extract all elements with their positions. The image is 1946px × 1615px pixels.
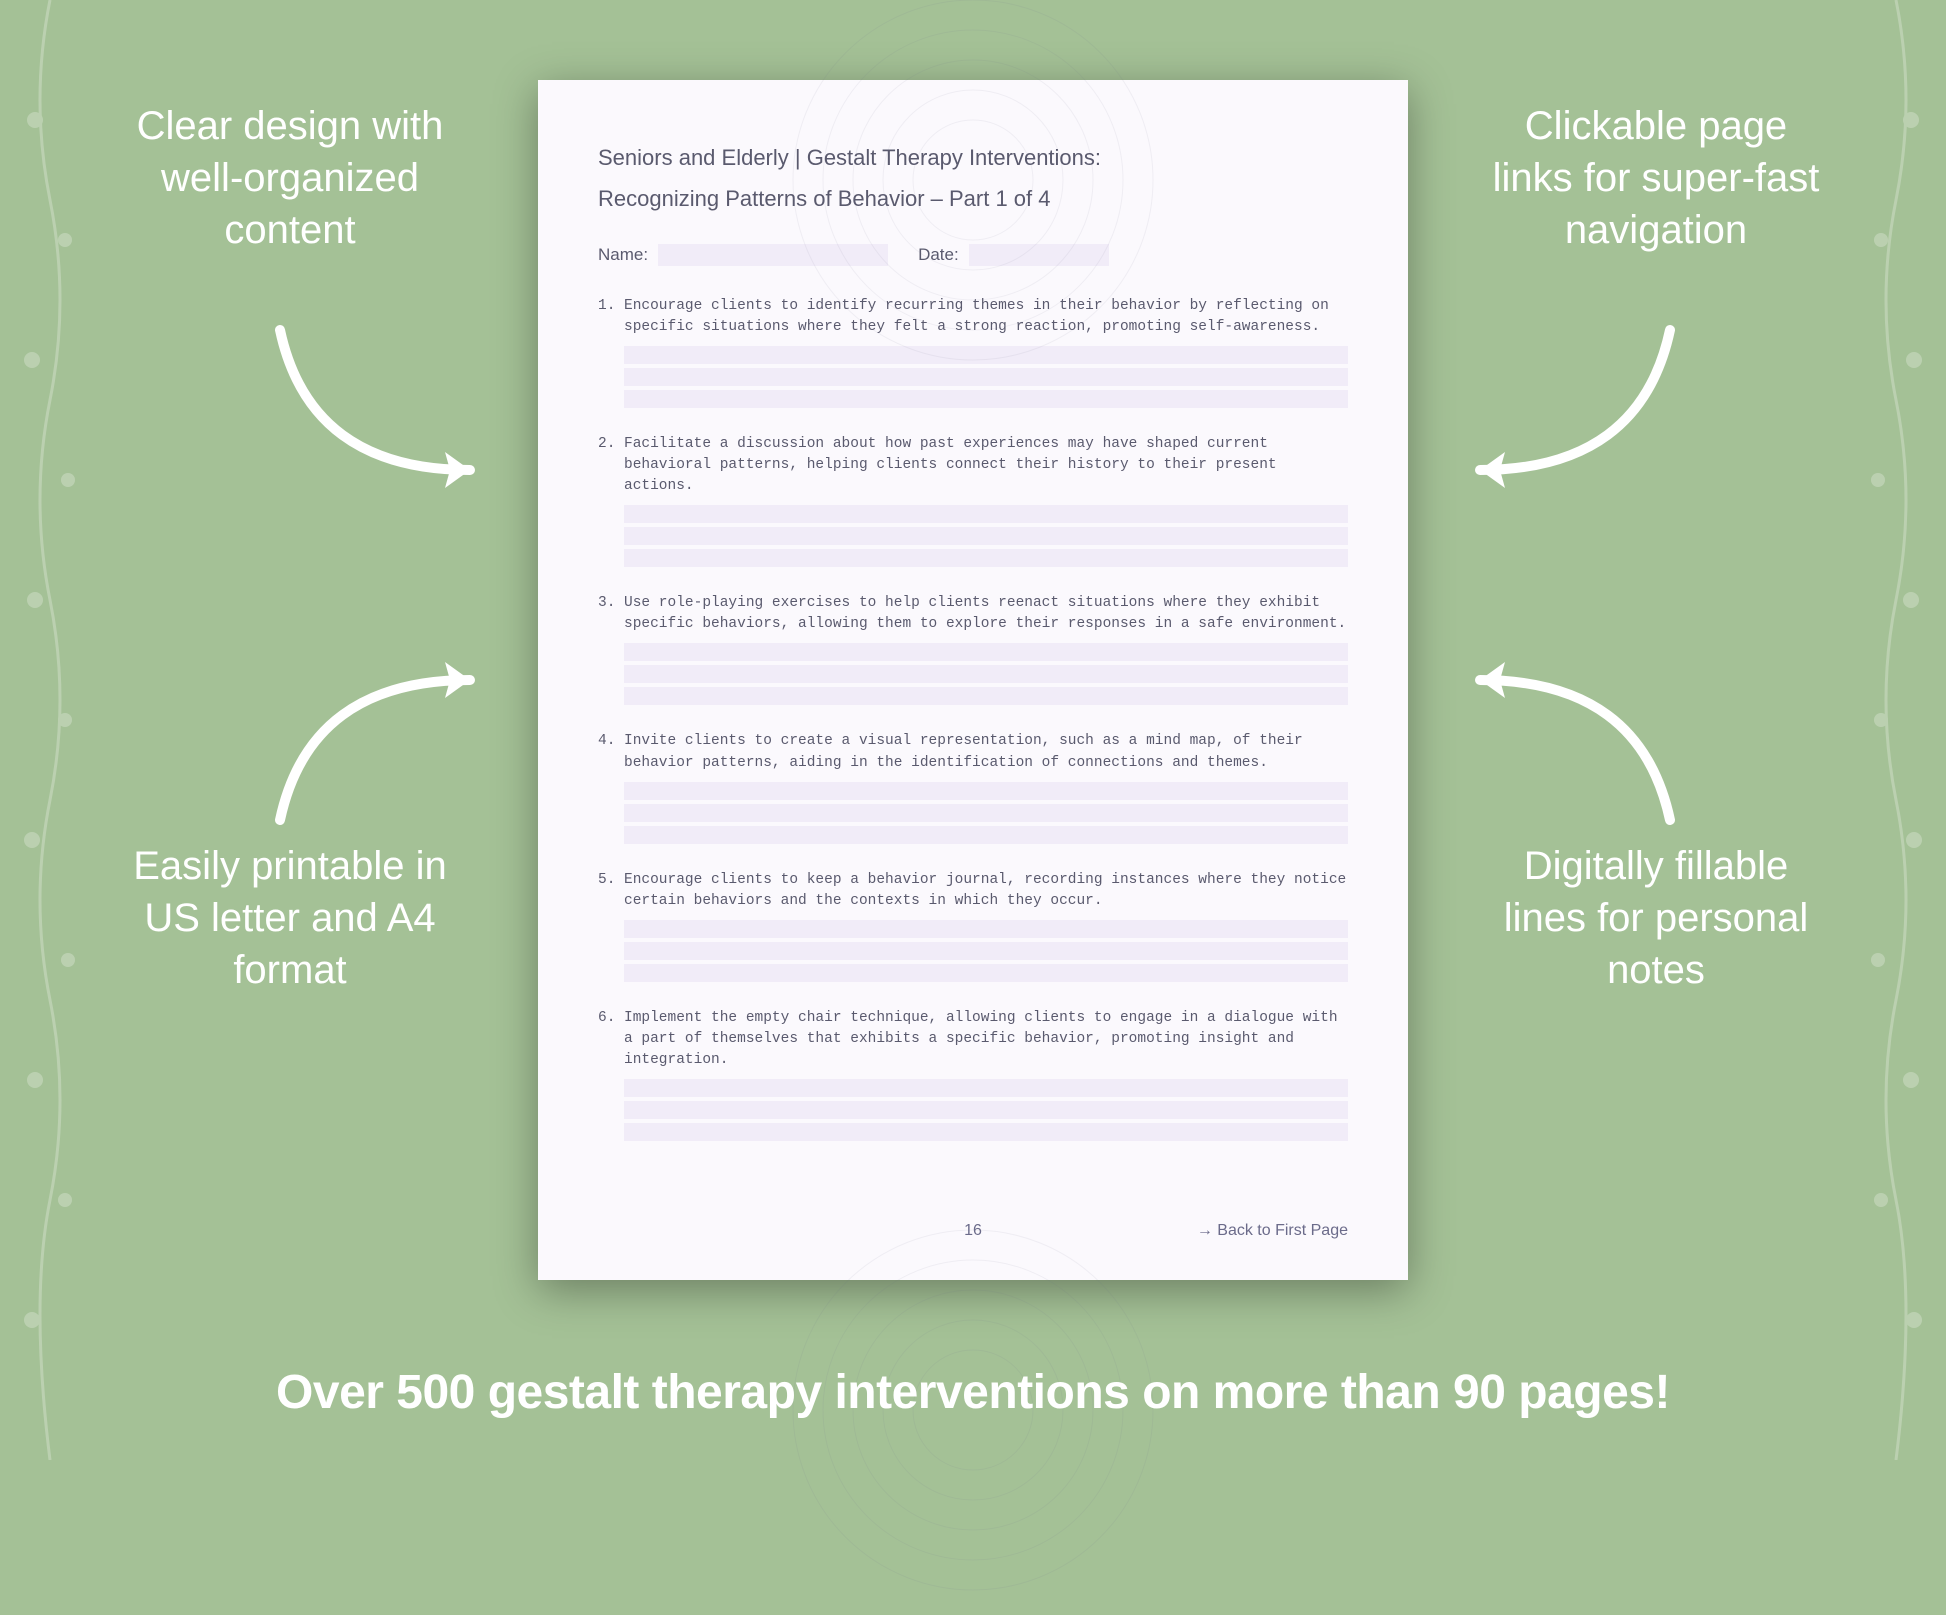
items-list: 1.Encourage clients to identify recurrin…: [598, 296, 1348, 1140]
bottom-banner: Over 500 gestalt therapy interventions o…: [0, 1365, 1946, 1420]
list-item: 4.Invite clients to create a visual repr…: [598, 731, 1348, 843]
callout-bottom-left: Easily printable in US letter and A4 for…: [120, 840, 460, 996]
item-text: Invite clients to create a visual repres…: [624, 731, 1348, 773]
fill-line[interactable]: [624, 549, 1348, 567]
fill-line[interactable]: [624, 505, 1348, 523]
list-item: 5.Encourage clients to keep a behavior j…: [598, 870, 1348, 982]
fill-line[interactable]: [624, 826, 1348, 844]
fill-line[interactable]: [624, 920, 1348, 938]
list-item: 6.Implement the empty chair technique, a…: [598, 1008, 1348, 1141]
item-body: Invite clients to create a visual repres…: [624, 731, 1348, 843]
name-label: Name:: [598, 245, 648, 265]
page-number: 16: [964, 1222, 982, 1240]
date-input[interactable]: [969, 244, 1109, 266]
fill-line[interactable]: [624, 527, 1348, 545]
fill-lines: [624, 505, 1348, 567]
name-date-row: Name: Date:: [598, 244, 1348, 266]
callout-bottom-right: Digitally fillable lines for personal no…: [1486, 840, 1826, 996]
name-field: Name:: [598, 244, 888, 266]
arrow-bottom-left: [250, 630, 510, 835]
document-footer: 16 → Back to First Page: [598, 1222, 1348, 1240]
callout-top-right: Clickable page links for super-fast navi…: [1486, 100, 1826, 256]
fill-line[interactable]: [624, 346, 1348, 364]
document-preview: Seniors and Elderly | Gestalt Therapy In…: [538, 80, 1408, 1280]
item-text: Encourage clients to keep a behavior jou…: [624, 870, 1348, 912]
list-item: 2.Facilitate a discussion about how past…: [598, 434, 1348, 567]
fill-lines: [624, 920, 1348, 982]
item-number: 4.: [598, 731, 624, 843]
fill-lines: [624, 1079, 1348, 1141]
fill-lines: [624, 346, 1348, 408]
arrow-bottom-right: [1440, 630, 1700, 835]
item-text: Facilitate a discussion about how past e…: [624, 434, 1348, 497]
back-to-first-page-link[interactable]: → Back to First Page: [1197, 1222, 1348, 1240]
arrow-top-right: [1440, 320, 1700, 525]
fill-line[interactable]: [624, 643, 1348, 661]
decorative-vine-right: [1846, 0, 1946, 1460]
fill-line[interactable]: [624, 942, 1348, 960]
name-input[interactable]: [658, 244, 888, 266]
item-body: Encourage clients to keep a behavior jou…: [624, 870, 1348, 982]
item-number: 1.: [598, 296, 624, 408]
item-number: 5.: [598, 870, 624, 982]
document-title-line1: Seniors and Elderly | Gestalt Therapy In…: [598, 145, 1101, 170]
fill-line[interactable]: [624, 1101, 1348, 1119]
item-body: Use role-playing exercises to help clien…: [624, 593, 1348, 705]
fill-lines: [624, 643, 1348, 705]
fill-line[interactable]: [624, 665, 1348, 683]
document-title-line2: Recognizing Patterns of Behavior – Part …: [598, 181, 1348, 216]
date-label: Date:: [918, 245, 959, 265]
fill-line[interactable]: [624, 687, 1348, 705]
arrow-top-left: [250, 320, 510, 525]
callout-top-left: Clear design with well-organized content: [120, 100, 460, 256]
fill-line[interactable]: [624, 964, 1348, 982]
fill-line[interactable]: [624, 804, 1348, 822]
list-item: 3.Use role-playing exercises to help cli…: [598, 593, 1348, 705]
item-text: Implement the empty chair technique, all…: [624, 1008, 1348, 1071]
fill-line[interactable]: [624, 390, 1348, 408]
item-body: Facilitate a discussion about how past e…: [624, 434, 1348, 567]
fill-lines: [624, 782, 1348, 844]
item-number: 2.: [598, 434, 624, 567]
list-item: 1.Encourage clients to identify recurrin…: [598, 296, 1348, 408]
document-title: Seniors and Elderly | Gestalt Therapy In…: [598, 140, 1348, 216]
item-number: 3.: [598, 593, 624, 705]
fill-line[interactable]: [624, 1123, 1348, 1141]
fill-line[interactable]: [624, 368, 1348, 386]
item-text: Encourage clients to identify recurring …: [624, 296, 1348, 338]
item-number: 6.: [598, 1008, 624, 1141]
decorative-vine-left: [0, 0, 100, 1460]
item-body: Encourage clients to identify recurring …: [624, 296, 1348, 408]
date-field: Date:: [918, 244, 1109, 266]
item-body: Implement the empty chair technique, all…: [624, 1008, 1348, 1141]
fill-line[interactable]: [624, 782, 1348, 800]
fill-line[interactable]: [624, 1079, 1348, 1097]
item-text: Use role-playing exercises to help clien…: [624, 593, 1348, 635]
